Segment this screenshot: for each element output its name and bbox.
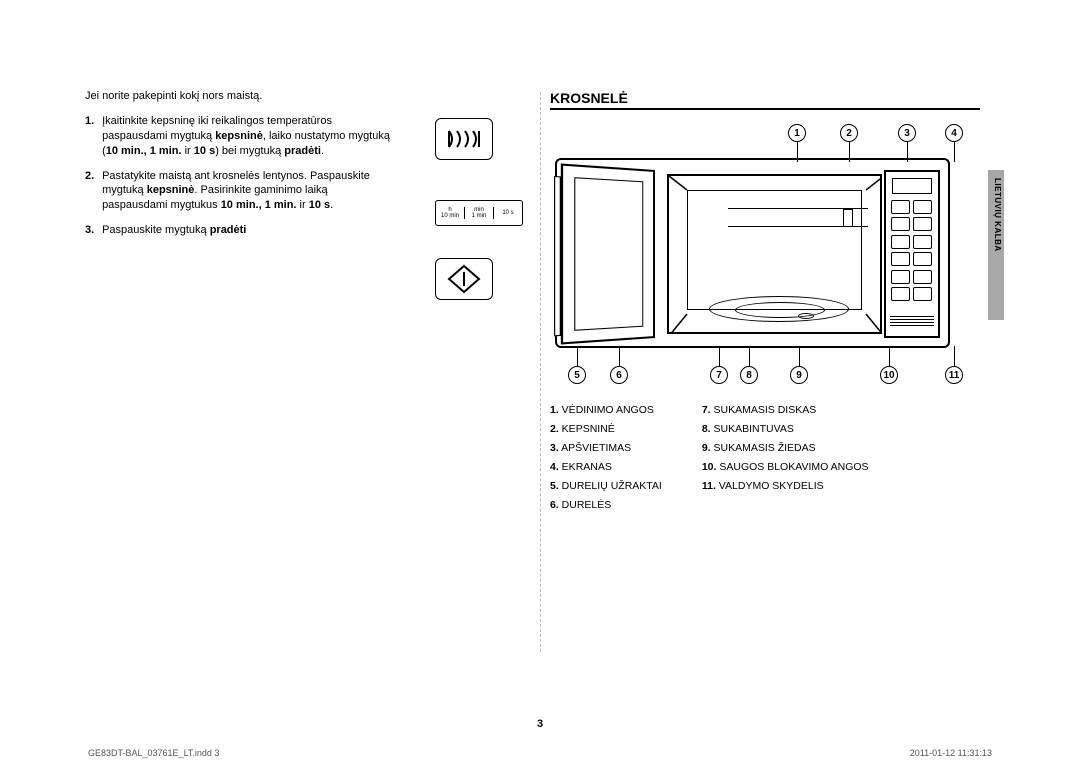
part-4: 4. EKRANAS <box>550 461 662 473</box>
page-number: 3 <box>537 718 543 730</box>
step-2: 2. Pastatykite maistą ant krosnelės lent… <box>85 169 405 214</box>
callout-4: 4 <box>945 124 963 142</box>
part-1: 1. VĖDINIMO ANGOS <box>550 404 662 416</box>
microwave-body <box>555 158 950 348</box>
grill-icon <box>435 118 493 160</box>
footer-timestamp: 2011-01-12 11:31:13 <box>910 748 992 758</box>
callout-6: 6 <box>610 366 628 384</box>
intro-text: Jei norite pakepinti kokį nors maistą. <box>85 90 525 102</box>
step-1: 1. Įkaitinkite kepsninę iki reikalingos … <box>85 114 405 159</box>
part-5: 5. DURELIŲ UŽRAKTAI <box>550 480 662 492</box>
time-buttons-icon: h10 min min1 min 10 s <box>435 200 523 226</box>
turntable-icon <box>709 296 849 322</box>
callout-2: 2 <box>840 124 858 142</box>
parts-list: 1. VĖDINIMO ANGOS 2. KEPSNINĖ 3. APŠVIETIM… <box>550 404 980 518</box>
right-column: KROSNELĖ <box>550 90 980 518</box>
callout-8: 8 <box>740 366 758 384</box>
part-7: 7. SUKAMASIS DISKAS <box>702 404 869 416</box>
control-panel <box>884 170 940 338</box>
callout-10: 10 <box>880 366 898 384</box>
callout-9: 9 <box>790 366 808 384</box>
microwave-door <box>561 163 655 344</box>
callout-1: 1 <box>788 124 806 142</box>
step-2-body: Pastatykite maistą ant krosnelės lentyno… <box>102 169 392 214</box>
part-9: 9. SUKAMASIS ŽIEDAS <box>702 442 869 454</box>
callout-5: 5 <box>568 366 586 384</box>
callout-3: 3 <box>898 124 916 142</box>
step-3-body: Paspauskite mygtuką pradėti <box>102 223 392 238</box>
part-6: 6. DURELĖS <box>550 499 662 511</box>
part-10: 10. SAUGOS BLOKAVIMO ANGOS <box>702 461 869 473</box>
footer-filename: GE83DT-BAL_03761E_LT.indd 3 <box>88 748 219 758</box>
part-8: 8. SUKABINTUVAS <box>702 423 869 435</box>
section-title: KROSNELĖ <box>550 90 980 110</box>
callout-7: 7 <box>710 366 728 384</box>
language-tab-label: LIETUVIŲ KALBA <box>993 178 1002 252</box>
step-3: 3. Paspauskite mygtuką pradėti <box>85 223 405 238</box>
step-1-body: Įkaitinkite kepsninę iki reikalingos tem… <box>102 114 392 159</box>
start-icon <box>435 258 493 300</box>
callout-11: 11 <box>945 366 963 384</box>
microwave-diagram: 1 2 3 4 5 6 78 9 10 11 <box>550 124 960 384</box>
part-11: 11. VALDYMO SKYDELIS <box>702 480 869 492</box>
left-column: Jei norite pakepinti kokį nors maistą. 1… <box>85 90 525 248</box>
part-3: 3. APŠVIETIMAS <box>550 442 662 454</box>
microwave-cavity <box>667 174 882 334</box>
part-2: 2. KEPSNINĖ <box>550 423 662 435</box>
